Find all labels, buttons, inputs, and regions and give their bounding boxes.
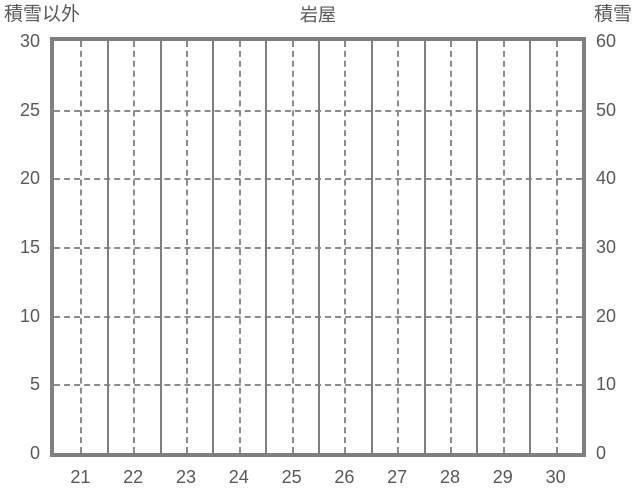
x-axis-tick-label: 25 [281, 467, 302, 487]
x-axis-tick-label: 29 [492, 467, 513, 487]
plot-area [54, 41, 582, 453]
x-axis-tick-label: 23 [175, 467, 197, 487]
x-axis-tick-label: 24 [228, 467, 249, 487]
vertical-gridline-minor [80, 41, 83, 453]
chart-title: 岩屋 [300, 5, 336, 25]
vertical-gridline-major [476, 41, 479, 453]
vertical-gridline-minor [344, 41, 347, 453]
left-axis-tick-label: 15 [19, 237, 40, 257]
vertical-gridline-major [318, 41, 320, 453]
vertical-gridline-major [212, 41, 215, 453]
x-axis-tick-label: 28 [439, 467, 461, 487]
right-axis-tick-label: 60 [596, 31, 617, 51]
vertical-gridline-minor [186, 41, 188, 453]
x-axis-tick-label: 21 [70, 467, 91, 487]
x-axis-tick-label: 22 [123, 467, 144, 487]
vertical-gridline-minor [397, 41, 400, 453]
vertical-gridline-major [370, 41, 373, 453]
right-axis-tick-label: 10 [596, 374, 617, 395]
vertical-gridline-minor [555, 41, 558, 453]
right-axis-tick-label: 20 [596, 305, 617, 326]
left-axis-tick-label: 0 [29, 443, 40, 463]
right-axis-tick-label: 40 [596, 168, 617, 189]
x-axis-tick-label: 26 [334, 467, 355, 487]
vertical-gridline-major [265, 41, 268, 453]
left-axis-title: 積雪以外 [4, 4, 81, 25]
right-axis-title: 積雪 [593, 4, 632, 25]
vertical-gridline-minor [502, 41, 505, 453]
vertical-gridline-minor [291, 41, 294, 453]
right-axis-tick-label: 0 [596, 443, 607, 463]
vertical-gridline-major [423, 41, 426, 453]
left-axis-tick-label: 10 [19, 305, 40, 326]
x-axis-tick-label: 27 [387, 467, 408, 487]
vertical-gridline-major [159, 41, 162, 453]
left-axis-tick-label: 25 [19, 99, 40, 120]
vertical-gridline-minor [450, 41, 452, 453]
right-axis-tick-label: 30 [596, 237, 617, 257]
vertical-gridline-major [529, 41, 532, 453]
vertical-gridline-minor [238, 41, 241, 453]
left-axis-tick-label: 5 [29, 374, 40, 395]
x-axis-tick-label: 30 [545, 467, 566, 487]
vertical-gridline-major [106, 41, 109, 453]
plot-frame [50, 37, 586, 457]
right-axis-tick-label: 50 [596, 99, 617, 120]
left-axis-tick-label: 30 [19, 31, 40, 51]
vertical-gridline-minor [133, 41, 136, 453]
left-axis-tick-label: 20 [19, 168, 40, 189]
